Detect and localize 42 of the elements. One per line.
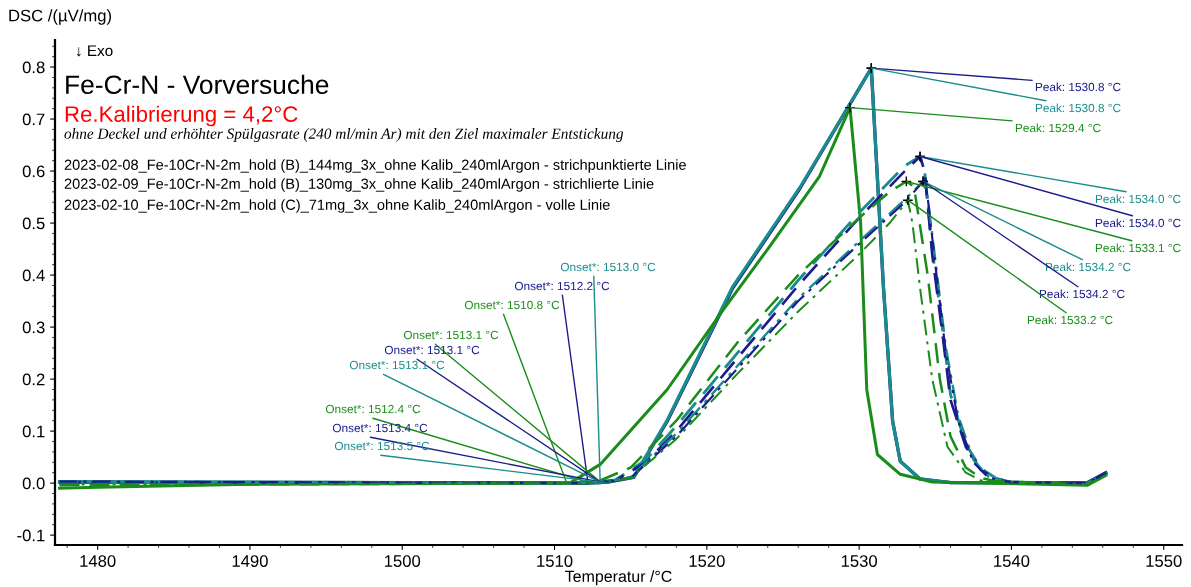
annotation: Onset*: 1512.2 °C [514, 281, 610, 291]
y-tick-label: 0.3 [22, 321, 45, 334]
y-tick-label: 0.0 [22, 477, 45, 490]
x-tick-label: 1510 [537, 555, 573, 567]
y-tick-label: -0.1 [17, 529, 45, 542]
x-tick-label: 1480 [80, 555, 116, 567]
annotation: Onset*: 1513.0 °C [560, 262, 656, 272]
annotation: Peak: 1534.0 °C [1095, 194, 1181, 204]
annotation: Peak: 1533.2 °C [1027, 315, 1113, 325]
x-tick-label: 1500 [384, 555, 421, 567]
text: Re.Kalibrierung = 4,2°C [65, 105, 298, 127]
y-tick-label: 0.1 [22, 425, 45, 438]
annotation: Peak: 1530.8 °C [1035, 82, 1121, 92]
y-tick-label: 0.6 [22, 165, 45, 178]
annotation: Peak: 1530.8 °C [1035, 103, 1121, 113]
x-tick-label: 1520 [689, 555, 725, 567]
y-tick-label: 0.4 [22, 269, 45, 282]
x-tick-label: 1550 [1146, 555, 1182, 567]
annotation: Onset*: 1510.8 °C [464, 300, 560, 310]
annotation: 2023-02-09_Fe-10Cr-N-2m_hold (B)_130mg_3x_ohne Kalib_240mlArgon - strichlierte Linie [64, 178, 654, 192]
y-tick-label: 0.7 [22, 113, 45, 126]
annotation: Peak: 1534.2 °C [1039, 289, 1125, 299]
y-tick-label: 0.8 [22, 61, 45, 74]
annotation: ohne Deckel und erhöhter Spülgasrate (240 ml/min Ar) mit den Ziel maximaler Entstickung [64, 128, 624, 142]
text: Fe-Cr-N - Vorversuche [66, 74, 329, 95]
x-tick-label: 1540 [994, 555, 1030, 567]
annotation: Onset*: 1513.1 °C [349, 360, 445, 370]
annotation: 2023-02-10_Fe-10Cr-N-2m_hold (C)_71mg_3x_ohne Kalib_240mlArgon - volle Linie [64, 199, 610, 213]
annotation: 2023-02-08_Fe-10Cr-N-2m_hold (B)_144mg_3x_ohne Kalib_240mlArgon - strichpunktierte Linie [64, 159, 686, 173]
x-tick-label: 1490 [232, 555, 268, 567]
y-axis-title: DSC /(µV/mg) [9, 9, 112, 25]
annotation: Onset*: 1512.4 °C [325, 404, 421, 414]
y-tick-label: 0.5 [22, 217, 45, 230]
annotation: Onset*: 1513.1 °C [403, 330, 499, 340]
annotation: ↓ Exo [77, 45, 113, 57]
x-axis-title: Temperatur /°C [565, 570, 672, 586]
annotation: Peak: 1534.0 °C [1095, 218, 1181, 228]
annotation: Peak: 1529.4 °C [1015, 123, 1101, 133]
annotation: Peak: 1533.1 °C [1095, 243, 1181, 253]
x-tick-label: 1530 [841, 555, 878, 567]
annotation: Onset*: 1513.4 °C [332, 423, 428, 433]
y-tick-label: 0.2 [22, 373, 45, 386]
